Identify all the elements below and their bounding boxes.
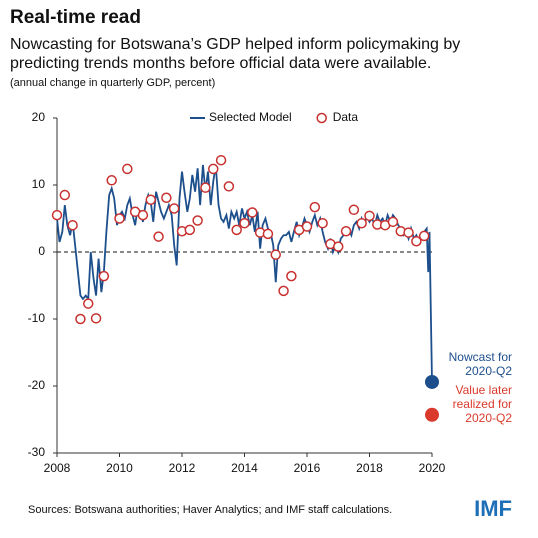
data-point [122, 163, 133, 175]
data-point [239, 217, 250, 229]
chart-title: Real-time read [10, 7, 141, 28]
data-point [411, 236, 422, 247]
data-point [161, 192, 172, 203]
data-point [153, 231, 164, 242]
data-point [340, 225, 352, 237]
annotation: realized for [453, 397, 512, 411]
annotation: 2020-Q2 [465, 411, 512, 425]
data-point [247, 207, 258, 218]
legend-swatch [316, 112, 327, 124]
x-tick-label: 2010 [106, 461, 133, 475]
data-point [75, 313, 86, 325]
data-point [403, 227, 414, 238]
chart-note: (annual change in quarterly GDP, percent… [10, 77, 215, 89]
annotation: 2020-Q2 [465, 364, 512, 378]
data-point [278, 285, 289, 297]
highlight-point [425, 374, 439, 389]
source-note: Sources: Botswana authorities; Haver Ana… [28, 504, 392, 516]
data-point [348, 204, 360, 216]
data-line [56, 164, 433, 382]
data-point [286, 270, 297, 282]
data-point [333, 241, 344, 252]
data-point [231, 224, 242, 236]
data-point [137, 209, 149, 221]
data-point [301, 221, 313, 232]
data-point [208, 163, 219, 175]
x-tick-label: 2020 [419, 461, 446, 475]
data-point [309, 201, 321, 213]
data-point [317, 217, 328, 229]
data-point [418, 230, 430, 242]
y-tick-label: 0 [38, 244, 45, 258]
data-point [106, 175, 117, 186]
highlight-point [425, 407, 439, 422]
data-point [67, 219, 78, 231]
data-point [215, 154, 227, 166]
data-point [223, 181, 235, 192]
data-point [168, 203, 180, 214]
data-point [114, 213, 125, 224]
y-tick-label: -30 [28, 445, 46, 459]
data-point [192, 215, 203, 226]
legend-label: Data [333, 110, 359, 124]
data-point [145, 194, 156, 205]
chart-subtitle: Nowcasting for Botswana’s GDP helped inf… [10, 36, 460, 53]
y-tick-label: -10 [28, 311, 46, 325]
data-point [262, 228, 274, 240]
y-tick-label: 10 [32, 177, 46, 191]
data-point [59, 189, 71, 201]
y-tick-label: -20 [28, 378, 46, 392]
data-point [83, 298, 94, 309]
data-point [356, 217, 367, 229]
x-tick-label: 2018 [356, 461, 383, 475]
annotation: Value later [456, 383, 512, 397]
legend-label: Selected Model [209, 110, 292, 124]
data-point [51, 209, 63, 221]
x-tick-label: 2016 [294, 461, 321, 475]
y-tick-label: 20 [32, 110, 46, 124]
x-tick-label: 2012 [169, 461, 196, 475]
chart-subtitle: predicting trends months before official… [10, 55, 431, 72]
data-point [90, 313, 102, 324]
logo: IMF [474, 496, 512, 521]
annotation: Nowcast for [449, 350, 512, 364]
x-tick-label: 2008 [44, 461, 71, 475]
x-tick-label: 2014 [231, 461, 258, 475]
data-point [184, 224, 196, 236]
data-point [387, 216, 399, 228]
data-point [270, 249, 281, 260]
data-point [200, 182, 211, 193]
data-point [98, 270, 110, 282]
data-point [364, 210, 375, 222]
